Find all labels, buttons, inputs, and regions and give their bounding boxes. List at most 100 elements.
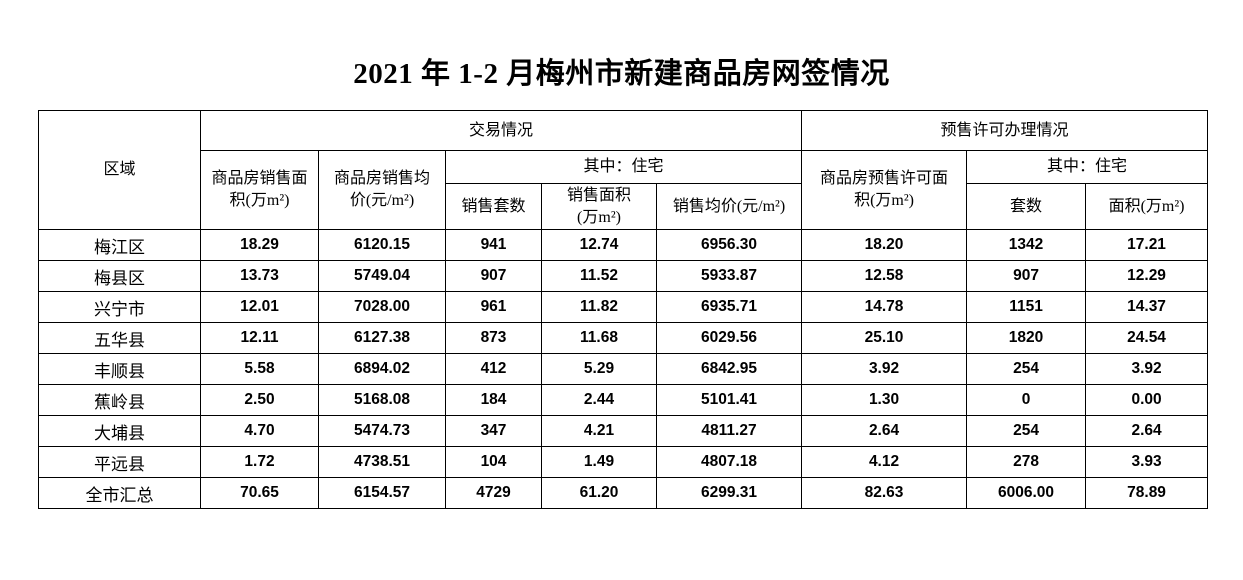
region-cell: 五华县 — [38, 322, 201, 354]
table-row-meixian: 梅县区 13.73 5749.04 907 11.52 5933.87 12.5… — [38, 260, 1209, 292]
value-cell: 6956.30 — [655, 229, 803, 261]
value-cell: 12.11 — [200, 322, 319, 354]
value-cell: 6120.15 — [318, 229, 446, 261]
value-cell: 1.72 — [200, 446, 319, 478]
table-row-fengshun: 丰顺县 5.58 6894.02 412 5.29 6842.95 3.92 2… — [38, 353, 1209, 385]
table-row-jiaoling: 蕉岭县 2.50 5168.08 184 2.44 5101.41 1.30 0… — [38, 384, 1209, 416]
header-region: 区域 — [38, 110, 201, 230]
value-cell: 254 — [966, 353, 1087, 385]
value-cell: 6029.56 — [655, 322, 803, 354]
value-cell: 4.21 — [541, 415, 657, 447]
value-cell: 12.29 — [1085, 260, 1209, 292]
region-cell: 全市汇总 — [38, 477, 201, 509]
value-cell: 6127.38 — [318, 322, 446, 354]
value-cell: 12.01 — [200, 291, 319, 323]
value-cell: 6154.57 — [318, 477, 446, 509]
value-cell: 12.74 — [541, 229, 657, 261]
header-row-groups: 区域 交易情况 预售许可办理情况 — [38, 110, 1209, 230]
value-cell: 70.65 — [200, 477, 319, 509]
value-cell: 278 — [966, 446, 1087, 478]
value-cell: 11.82 — [541, 291, 657, 323]
region-cell: 梅江区 — [38, 229, 201, 261]
value-cell: 17.21 — [1085, 229, 1209, 261]
value-cell: 1151 — [966, 291, 1087, 323]
value-cell: 4807.18 — [655, 446, 803, 478]
value-cell: 6894.02 — [318, 353, 446, 385]
header-row-mid: 商品房销售面 积(万m²) 商品房销售均 价(元/m²) 其中：住宅 商品房预售… — [39, 150, 1209, 230]
header-presale-units: 套数 — [966, 183, 1087, 230]
value-cell: 5101.41 — [655, 384, 803, 416]
value-cell: 104 — [445, 446, 542, 478]
header-row-leaf: 销售套数 销售面积 (万m²) 销售均价(元/m²) 套数 面积(万m²) — [39, 183, 1209, 230]
value-cell: 907 — [445, 260, 542, 292]
data-table: 区域 交易情况 预售许可办理情况 商品房销售面 积(万m²) 商品房销售均 价(… — [38, 110, 1209, 509]
value-cell: 941 — [445, 229, 542, 261]
table-row-pingyuan: 平远县 1.72 4738.51 104 1.49 4807.18 4.12 2… — [38, 446, 1209, 478]
header-transaction-residential: 其中：住宅 — [444, 150, 803, 184]
value-cell: 2.64 — [801, 415, 968, 447]
value-cell: 11.52 — [541, 260, 657, 292]
value-cell: 1.30 — [801, 384, 968, 416]
value-cell: 1342 — [966, 229, 1087, 261]
value-cell: 4.70 — [200, 415, 319, 447]
header-sales-avg-price: 商品房销售均 价(元/m²) — [318, 150, 446, 230]
header-presale-permit-area: 商品房预售许可面 积(万m²) — [801, 150, 968, 230]
value-cell: 873 — [445, 322, 542, 354]
value-cell: 6842.95 — [655, 353, 803, 385]
value-cell: 14.78 — [801, 291, 968, 323]
header-group-transaction: 交易情况 — [199, 110, 803, 151]
header-sales-units: 销售套数 — [445, 183, 542, 230]
value-cell: 347 — [445, 415, 542, 447]
value-cell: 1820 — [966, 322, 1087, 354]
value-cell: 0 — [966, 384, 1087, 416]
value-cell: 254 — [966, 415, 1087, 447]
value-cell: 5.29 — [541, 353, 657, 385]
value-cell: 5749.04 — [318, 260, 446, 292]
region-cell: 蕉岭县 — [38, 384, 201, 416]
header-res-sales-area: 销售面积 (万m²) — [541, 183, 657, 230]
value-cell: 18.29 — [200, 229, 319, 261]
value-cell: 14.37 — [1085, 291, 1209, 323]
value-cell: 61.20 — [541, 477, 657, 509]
value-cell: 907 — [966, 260, 1087, 292]
region-cell: 大埔县 — [38, 415, 201, 447]
value-cell: 5.58 — [200, 353, 319, 385]
value-cell: 0.00 — [1085, 384, 1209, 416]
value-cell: 13.73 — [200, 260, 319, 292]
value-cell: 1.49 — [541, 446, 657, 478]
value-cell: 5474.73 — [318, 415, 446, 447]
value-cell: 3.92 — [801, 353, 968, 385]
value-cell: 5933.87 — [655, 260, 803, 292]
value-cell: 2.44 — [541, 384, 657, 416]
value-cell: 4738.51 — [318, 446, 446, 478]
value-cell: 6299.31 — [655, 477, 803, 509]
header-group-presale: 预售许可办理情况 — [801, 110, 1209, 151]
value-cell: 2.50 — [200, 384, 319, 416]
value-cell: 11.68 — [541, 322, 657, 354]
table-body: 梅江区 18.29 6120.15 941 12.74 6956.30 18.2… — [38, 229, 1209, 509]
value-cell: 4729 — [445, 477, 542, 509]
value-cell: 18.20 — [801, 229, 968, 261]
table-row-dabu: 大埔县 4.70 5474.73 347 4.21 4811.27 2.64 2… — [38, 415, 1209, 447]
header-res-sales-avg-price: 销售均价(元/m²) — [655, 183, 803, 230]
value-cell: 2.64 — [1085, 415, 1209, 447]
region-cell: 梅县区 — [38, 260, 201, 292]
region-cell: 丰顺县 — [38, 353, 201, 385]
value-cell: 4.12 — [801, 446, 968, 478]
value-cell: 24.54 — [1085, 322, 1209, 354]
value-cell: 3.92 — [1085, 353, 1209, 385]
table-container: 区域 交易情况 预售许可办理情况 商品房销售面 积(万m²) 商品房销售均 价(… — [38, 110, 1209, 509]
region-cell: 兴宁市 — [38, 291, 201, 323]
page-title: 2021 年 1-2 月梅州市新建商品房网签情况 — [353, 58, 890, 90]
value-cell: 6935.71 — [655, 291, 803, 323]
table-row-wuhua: 五华县 12.11 6127.38 873 11.68 6029.56 25.1… — [38, 322, 1209, 354]
value-cell: 184 — [445, 384, 542, 416]
value-cell: 3.93 — [1085, 446, 1209, 478]
header-presale-residential: 其中：住宅 — [966, 150, 1209, 184]
value-cell: 961 — [445, 291, 542, 323]
value-cell: 7028.00 — [318, 291, 446, 323]
value-cell: 78.89 — [1085, 477, 1209, 509]
value-cell: 25.10 — [801, 322, 968, 354]
value-cell: 5168.08 — [318, 384, 446, 416]
